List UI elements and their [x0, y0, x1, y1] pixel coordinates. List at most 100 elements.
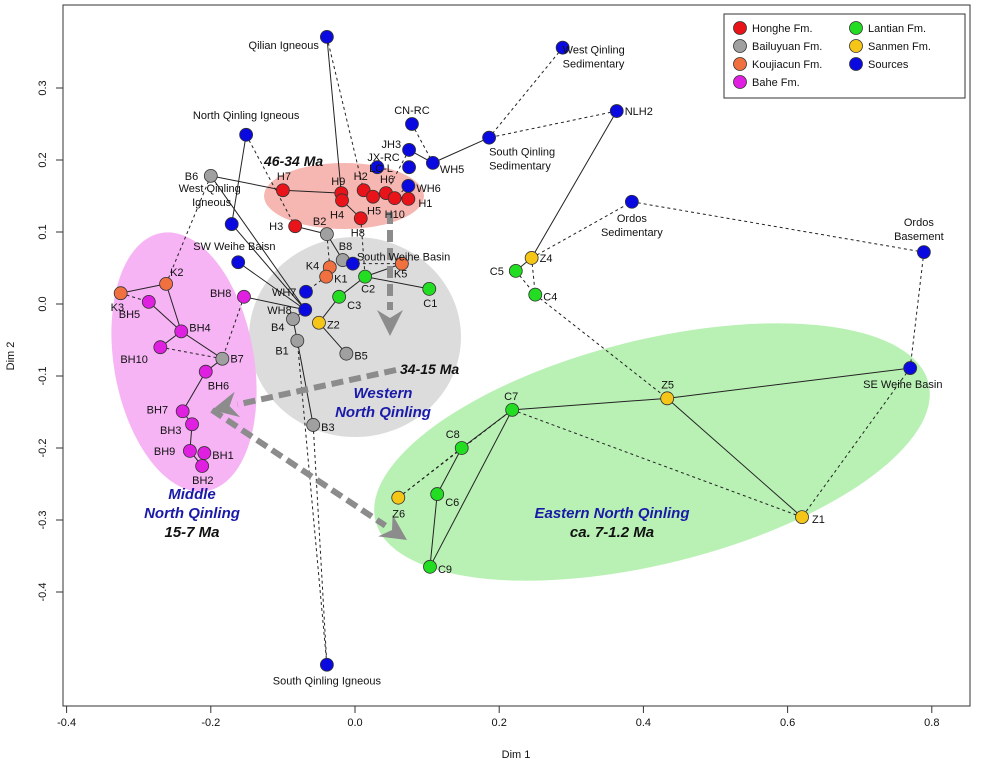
point-lc-l: [402, 160, 416, 175]
point-label: WH7: [272, 287, 296, 299]
point-label: H4: [330, 209, 344, 221]
dashed-link: [531, 201, 633, 259]
point-label: Ordos Basement: [894, 217, 944, 243]
y-tick-label: -0.2: [37, 439, 49, 458]
point-c5: [508, 263, 523, 278]
point-label: West Qinling Sedimentary: [563, 45, 625, 71]
point-cn-rc: [405, 117, 419, 131]
y-tick-label: -0.4: [37, 583, 49, 602]
point-label: H10: [385, 209, 405, 221]
point-label: WH5: [440, 164, 464, 176]
point-label: WH6: [416, 183, 440, 195]
point-label: South Weihe Basin: [357, 252, 450, 264]
point-b6: [203, 168, 218, 183]
annotation-34-15-ma: 34-15 Ma: [400, 361, 459, 377]
dashed-link: [296, 340, 328, 665]
point-label: Z1: [812, 514, 825, 526]
point-label: C6: [445, 497, 459, 509]
dashed-link: [801, 367, 911, 518]
dashed-link: [305, 276, 327, 293]
point-label: C5: [490, 266, 504, 278]
dashed-link: [221, 296, 245, 359]
point-south-qinling-sedimentary: [482, 130, 497, 145]
point-label: B6: [185, 171, 198, 183]
point-label: C8: [446, 429, 460, 441]
point-south-qinling-igneous: [319, 657, 334, 672]
point-c8: [454, 441, 469, 455]
point-bh9: [182, 443, 197, 458]
solid-link: [667, 367, 911, 399]
annotation-western-north-qinling: North Qinling: [335, 404, 431, 421]
point-label: B1: [275, 346, 288, 358]
point-z4: [524, 251, 539, 265]
solid-link: [432, 137, 490, 164]
solid-link: [210, 175, 283, 191]
point-label: LC-L: [369, 163, 393, 175]
point-label: K4: [306, 260, 319, 272]
dashed-link: [909, 252, 925, 369]
solid-link: [436, 447, 463, 495]
point-north-qinling-igneous: [239, 127, 254, 142]
solid-link: [210, 175, 306, 311]
solid-link: [666, 397, 803, 518]
x-tick-label: 0.2: [492, 717, 507, 729]
annotation-western-north-qinling: Western: [354, 385, 413, 402]
solid-link: [182, 371, 207, 412]
point-label: Z4: [540, 253, 553, 265]
point-label: C3: [347, 300, 361, 312]
point-label: JX-RC: [367, 152, 399, 164]
point-jx-rc: [370, 160, 385, 175]
legend-marker: [733, 57, 747, 71]
point-label: C1: [423, 298, 437, 310]
point-h5: [366, 189, 380, 204]
point-label: BH1: [212, 450, 233, 462]
dashed-link: [245, 134, 296, 227]
point-west-qinling-sedimentary: [555, 40, 570, 55]
point-label: K3: [111, 302, 124, 314]
point-label: JH3: [382, 139, 402, 151]
dashed-link: [397, 447, 463, 499]
legend-label: Bahe Fm.: [752, 77, 800, 89]
legend-marker: [849, 21, 863, 35]
dashed-link: [312, 424, 328, 665]
point-k3: [113, 286, 128, 301]
dashed-link: [411, 123, 434, 164]
solid-link: [282, 189, 342, 194]
point-label: H5: [367, 206, 381, 218]
point-label: C7: [504, 391, 518, 403]
dashed-link: [326, 36, 365, 191]
point-label: West Qinling Igneous: [179, 183, 241, 209]
legend-box: [723, 13, 966, 99]
point-b7: [215, 351, 230, 366]
solid-link: [429, 494, 438, 567]
point-label: NLH2: [625, 106, 653, 118]
annotation-middle-north-qinling: 15-7 Ma: [164, 524, 219, 541]
point-bh6: [198, 364, 213, 379]
point-bh1: [197, 446, 212, 460]
dashed-link: [360, 218, 366, 277]
point-bh4: [174, 324, 189, 339]
solid-link: [231, 134, 247, 225]
legend-label: Sources: [868, 59, 909, 71]
point-h8: [353, 211, 368, 226]
x-tick-label: -0.4: [57, 717, 76, 729]
dashed-link: [534, 294, 668, 399]
point-label: SW Weihe Baisn: [193, 241, 275, 253]
point-label: BH5: [119, 309, 140, 321]
point-label: SE Weihe Basin: [863, 379, 942, 391]
point-label: BH3: [160, 425, 181, 437]
point-jh3: [402, 143, 416, 157]
solid-link: [165, 283, 182, 332]
dashed-link: [488, 47, 564, 138]
legend-marker: [733, 21, 747, 35]
point-k5: [394, 256, 409, 271]
point-b3: [306, 418, 321, 432]
solid-link: [429, 409, 513, 568]
dashed-link: [385, 149, 410, 194]
point-bh10: [153, 340, 168, 355]
point-b2: [319, 227, 334, 242]
point-south-weihe-basin: [345, 256, 360, 271]
point-z6: [391, 490, 406, 505]
point-sw-weihe-baisn: [231, 255, 246, 270]
